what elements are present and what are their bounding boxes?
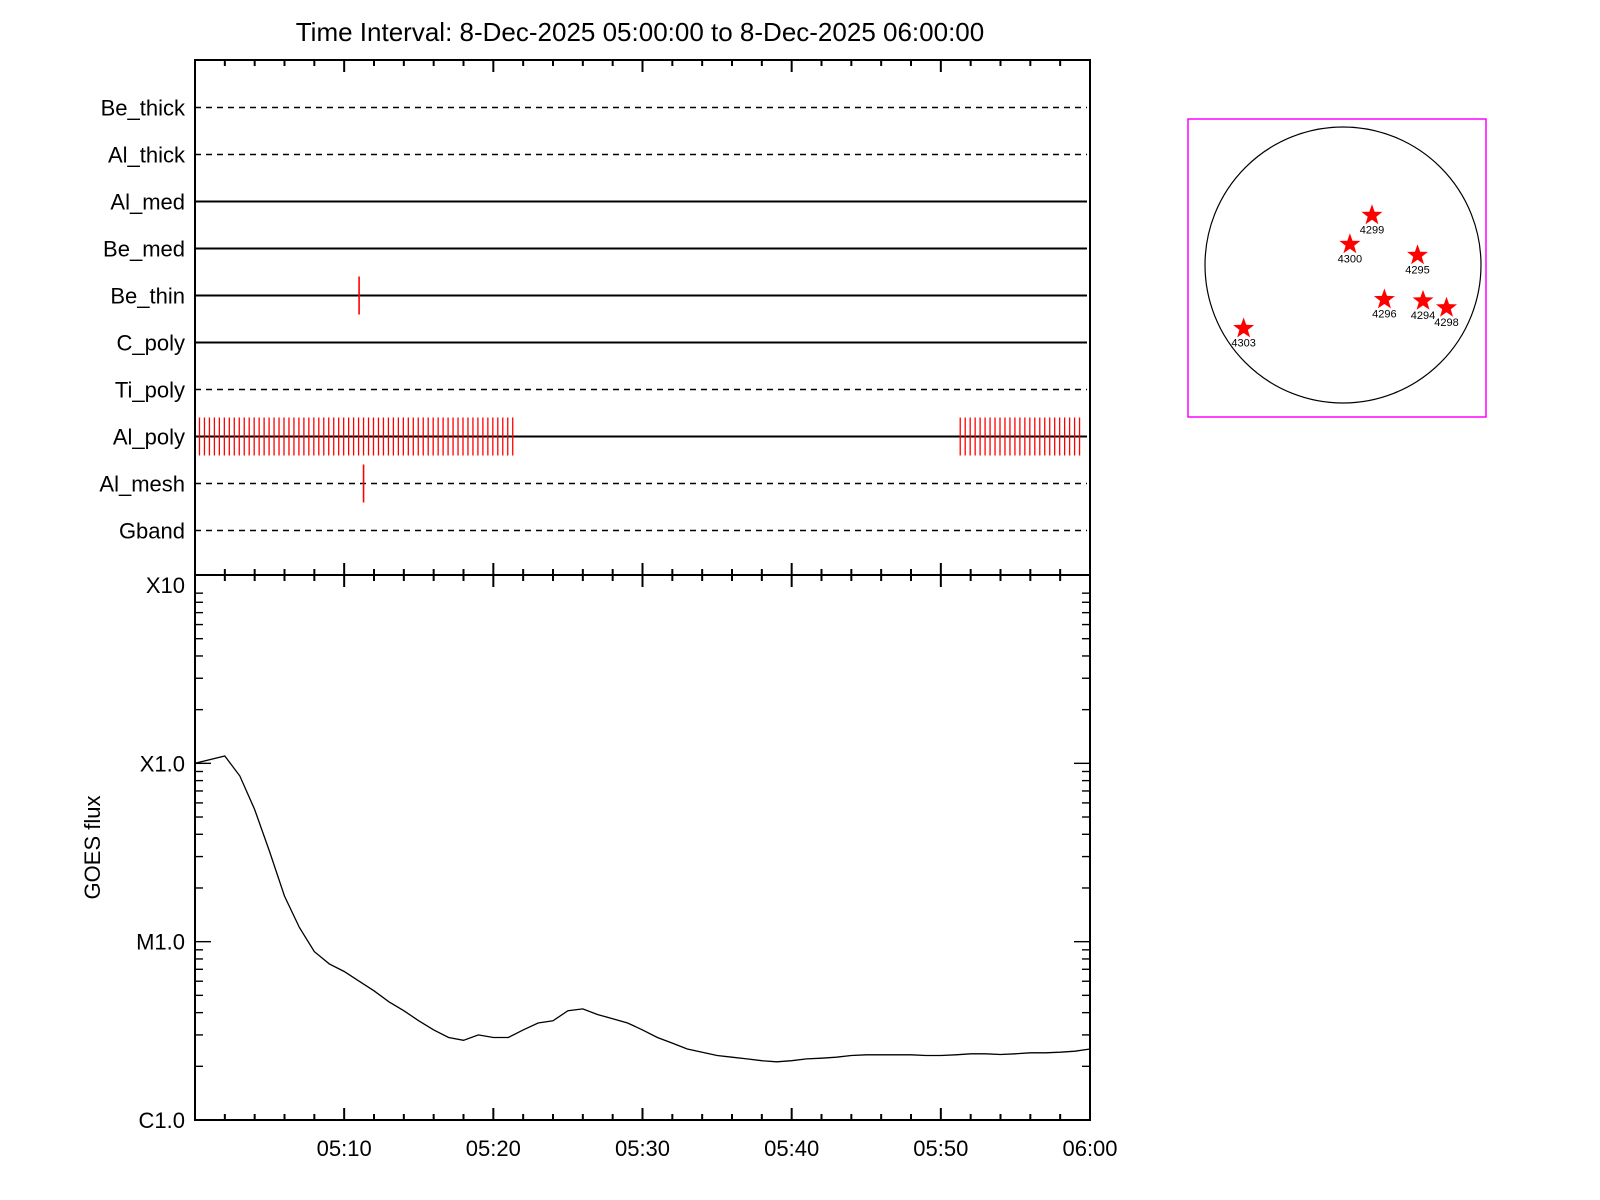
active-region-marker	[1339, 233, 1361, 254]
x-tick-label: 05:20	[466, 1136, 521, 1161]
solar-disk	[1204, 126, 1482, 404]
x-tick-label: 05:30	[615, 1136, 670, 1161]
y-tick-label: C1.0	[139, 1108, 185, 1133]
active-region-marker	[1373, 288, 1395, 309]
active-region-marker	[1412, 289, 1434, 310]
channel-label: Al_med	[110, 190, 185, 215]
disk-frame	[1187, 118, 1487, 418]
chart-title: Time Interval: 8-Dec-2025 05:00:00 to 8-…	[296, 17, 984, 47]
active-region-label: 4296	[1372, 309, 1396, 321]
goes-frame	[194, 574, 1091, 1121]
active-region-marker	[1233, 317, 1255, 338]
active-region-label: 4303	[1231, 337, 1255, 349]
x-tick-label: 05:50	[913, 1136, 968, 1161]
active-region-label: 4295	[1405, 264, 1429, 276]
active-region-label: 4294	[1411, 310, 1435, 322]
active-region-label: 4299	[1360, 224, 1384, 236]
active-region-marker	[1361, 204, 1383, 225]
y-axis-label: GOES flux	[80, 796, 105, 900]
active-region-label: 4300	[1338, 253, 1362, 265]
goes-flux-line	[194, 755, 1091, 1063]
channel-label: Be_thin	[110, 284, 185, 309]
goes-flux-panel: 05:10 05:20 05:30 05:40 05:50 06:00 C1.0 M1.0 X1…	[80, 573, 1118, 1161]
active-region-marker	[1436, 296, 1457, 317]
channel-label: C_poly	[117, 331, 185, 356]
channel-label: Be_med	[103, 237, 185, 262]
channel-label: Al_poly	[113, 425, 185, 450]
channel-label: Be_thick	[101, 96, 186, 121]
y-tick-label: X1.0	[140, 751, 185, 776]
channel-label: Al_mesh	[99, 472, 185, 497]
active-region-label: 4298	[1434, 317, 1458, 329]
channel-label: Ti_poly	[115, 378, 185, 403]
channel-label: Al_thick	[108, 143, 186, 168]
x-tick-label: 05:10	[317, 1136, 372, 1161]
detector-timeline-panel: Be_thick Al_thick Al_med Be_med Be_thin C_pol…	[99, 59, 1091, 576]
channel-label: Gband	[119, 519, 185, 544]
timeline-frame	[194, 59, 1091, 576]
y-tick-label: M1.0	[136, 930, 185, 955]
y-tick-label: X10	[146, 573, 185, 598]
active-region-marker	[1407, 244, 1428, 265]
x-tick-label: 06:00	[1062, 1136, 1117, 1161]
x-tick-label: 05:40	[764, 1136, 819, 1161]
